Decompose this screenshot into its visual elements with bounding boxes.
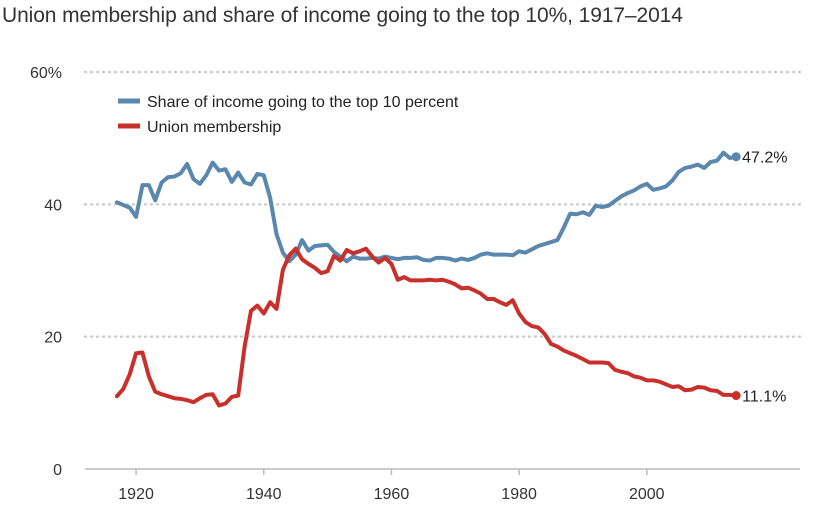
end-point-marker bbox=[731, 152, 741, 162]
legend-label: Share of income going to the top 10 perc… bbox=[147, 94, 459, 111]
x-tick-label: 1960 bbox=[374, 486, 410, 503]
chart-title: Union membership and share of income goi… bbox=[2, 4, 683, 27]
x-tick-label: 1980 bbox=[501, 486, 537, 503]
series-line bbox=[114, 150, 739, 264]
end-value-label: 47.2% bbox=[742, 150, 787, 167]
legend-label: Union membership bbox=[147, 119, 281, 136]
x-tick-label: 1920 bbox=[118, 486, 154, 503]
end-point-marker bbox=[731, 391, 741, 401]
gridlines bbox=[83, 70, 802, 338]
x-tick-label: 1940 bbox=[246, 486, 282, 503]
series-lines: 47.2% 11.1% bbox=[114, 150, 788, 408]
y-tick-label: 20 bbox=[44, 330, 62, 347]
series-line bbox=[114, 246, 739, 408]
end-value-label: 11.1% bbox=[742, 389, 786, 406]
series-0: 47.2% bbox=[114, 150, 788, 264]
y-tick-label: 60% bbox=[30, 65, 62, 82]
series-1: 11.1% bbox=[114, 246, 786, 408]
y-tick-label: 0 bbox=[53, 462, 62, 479]
x-tick-label: 2000 bbox=[629, 486, 665, 503]
axes: 0 20 40 60% 1920 1940 1960 1980 2000 bbox=[30, 65, 800, 503]
y-tick-label: 40 bbox=[44, 197, 62, 214]
legend: Share of income going to the top 10 perc… bbox=[118, 94, 459, 136]
